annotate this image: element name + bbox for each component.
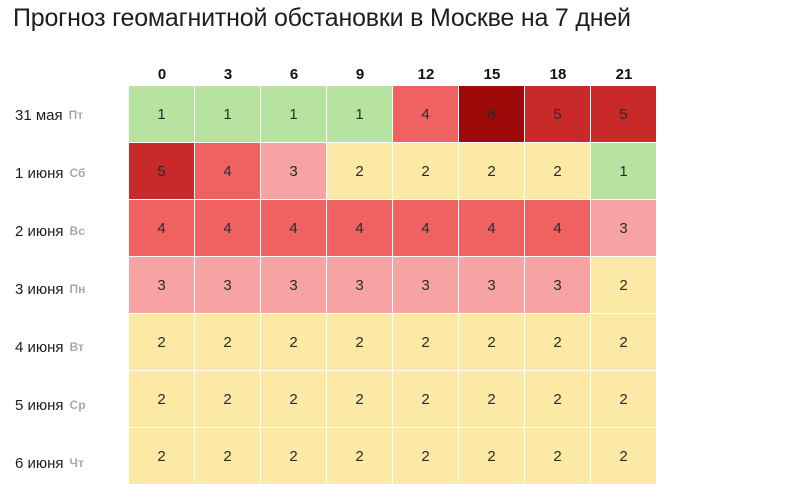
heatmap-cell: 3 <box>459 257 524 313</box>
day-date-label: 31 мая <box>15 106 63 124</box>
heatmap-cell: 4 <box>525 200 590 256</box>
heatmap-cell: 3 <box>525 257 590 313</box>
hour-tick-label: 6 <box>289 66 299 83</box>
heatmap-cell: 2 <box>591 257 656 313</box>
heatmap-cell: 1 <box>327 86 392 142</box>
page-title: Прогноз геомагнитной обстановки в Москве… <box>13 4 631 32</box>
hour-tick-label: 3 <box>223 66 233 83</box>
day-of-week-label: Пт <box>68 108 84 122</box>
heatmap-cell: 3 <box>393 257 458 313</box>
hour-tick-label: 18 <box>549 66 567 83</box>
day-date-label: 4 июня <box>15 338 64 356</box>
heatmap-cell: 2 <box>459 314 524 370</box>
heatmap-cell: 2 <box>459 428 524 484</box>
heatmap-cell: 2 <box>393 314 458 370</box>
heatmap-cell: 2 <box>327 143 392 199</box>
heatmap-cell: 2 <box>525 143 590 199</box>
heatmap-cell: 2 <box>327 371 392 427</box>
heatmap-cell: 2 <box>459 371 524 427</box>
heatmap-cell: 3 <box>591 200 656 256</box>
day-row-label: 3 июня Пн <box>0 260 129 318</box>
heatmap-cell: 5 <box>129 143 194 199</box>
heatmap-cell: 1 <box>195 86 260 142</box>
day-row-label: 5 июня Ср <box>0 376 129 434</box>
day-row-label: 31 мая Пт <box>0 86 129 144</box>
day-of-week-label: Пн <box>69 282 86 296</box>
heatmap-cell: 5 <box>591 86 656 142</box>
day-of-week-label: Сб <box>69 166 86 180</box>
day-date-label: 2 июня <box>15 222 64 240</box>
heatmap-cell: 4 <box>459 200 524 256</box>
day-row-label: 6 июня Чт <box>0 434 129 492</box>
heatmap-cell: 3 <box>129 257 194 313</box>
heatmap-cell: 2 <box>261 428 326 484</box>
day-date-label: 1 июня <box>15 164 64 182</box>
heatmap-cell: 2 <box>327 428 392 484</box>
heatmap-cell: 2 <box>195 428 260 484</box>
heatmap-cell: 2 <box>459 143 524 199</box>
hour-tick-label: 9 <box>355 66 365 83</box>
heatmap-cell: 2 <box>261 371 326 427</box>
hour-tick-label: 12 <box>417 66 435 83</box>
heatmap-cell: 2 <box>591 428 656 484</box>
day-of-week-label: Ср <box>69 398 86 412</box>
heatmap-cell: 2 <box>591 371 656 427</box>
heatmap-cell: 2 <box>129 371 194 427</box>
heatmap-cell: 4 <box>195 143 260 199</box>
day-date-label: 5 июня <box>15 396 64 414</box>
heatmap-cell: 2 <box>195 371 260 427</box>
hour-header-row: 0 3 6 9 12 15 18 21 <box>129 64 790 86</box>
heatmap-cell: 2 <box>129 314 194 370</box>
day-of-week-label: Чт <box>69 456 84 470</box>
day-row-label: 4 июня Вт <box>0 318 129 376</box>
heatmap-cell: 2 <box>393 428 458 484</box>
heatmap-cell: 2 <box>525 428 590 484</box>
heatmap-cell: 2 <box>525 314 590 370</box>
heatmap-cell: 2 <box>195 314 260 370</box>
day-date-label: 6 июня <box>15 454 64 472</box>
heatmap-cell: 4 <box>129 200 194 256</box>
day-row-label: 2 июня Вс <box>0 202 129 260</box>
heatmap-cell: 3 <box>327 257 392 313</box>
heatmap-cell: 1 <box>129 86 194 142</box>
day-of-week-label: Вт <box>69 340 84 354</box>
day-row-label: 1 июня Сб <box>0 144 129 202</box>
heatmap-cell: 4 <box>327 200 392 256</box>
heatmap-cell: 2 <box>393 371 458 427</box>
heatmap-cell: 2 <box>393 143 458 199</box>
day-of-week-label: Вс <box>69 224 85 238</box>
heatmap-cell: 3 <box>195 257 260 313</box>
heatmap-cell: 6 <box>459 86 524 142</box>
heatmap-cell: 2 <box>591 314 656 370</box>
heatmap-cell: 1 <box>261 86 326 142</box>
heatmap-cell: 2 <box>327 314 392 370</box>
heatmap-cell: 2 <box>261 314 326 370</box>
day-date-label: 3 июня <box>15 280 64 298</box>
day-label-column: 31 мая Пт 1 июня Сб 2 июня Вс 3 июня Пн 4 июня Вт… <box>0 86 129 492</box>
heatmap-cell: 3 <box>261 257 326 313</box>
heatmap-cell: 4 <box>261 200 326 256</box>
heatmap-cell: 2 <box>129 428 194 484</box>
heatmap-cell: 2 <box>525 371 590 427</box>
heatmap-cell: 4 <box>393 200 458 256</box>
heatmap-cell: 4 <box>195 200 260 256</box>
hour-tick-label: 21 <box>615 66 633 83</box>
heatmap-cell: 5 <box>525 86 590 142</box>
hour-tick-label: 15 <box>483 66 501 83</box>
heatmap-cell: 1 <box>591 143 656 199</box>
hour-tick-label: 0 <box>157 66 167 83</box>
heatmap-cell: 3 <box>261 143 326 199</box>
heatmap-cell: 4 <box>393 86 458 142</box>
